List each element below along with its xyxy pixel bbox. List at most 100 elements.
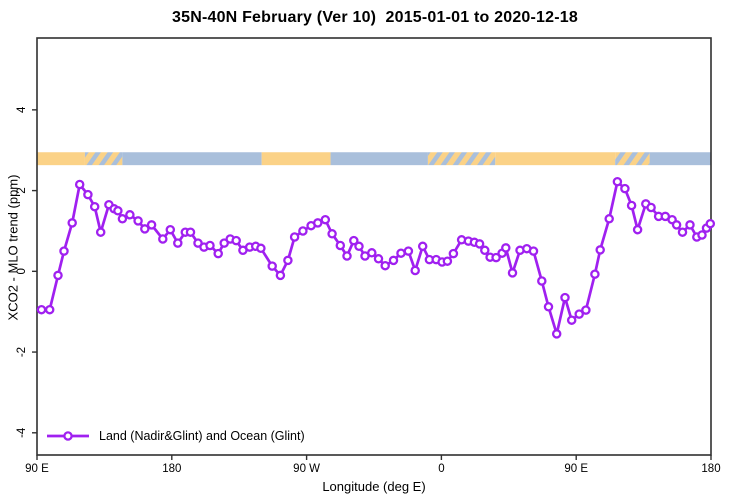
x-tick-label: 90 E	[564, 463, 588, 475]
data-point-marker	[448, 248, 459, 259]
data-point-marker	[626, 200, 637, 211]
data-point-marker	[581, 305, 591, 315]
data-point-marker	[560, 292, 570, 303]
data-point-marker	[53, 270, 63, 281]
data-point-marker	[231, 235, 241, 246]
data-point-marker	[185, 227, 196, 237]
data-point-marker	[491, 252, 501, 263]
x-tick-label: 90 E	[25, 463, 49, 475]
data-point-marker	[267, 261, 277, 271]
y-tick-label: 2	[16, 187, 28, 193]
data-point-marker	[528, 246, 539, 256]
data-point-marker	[705, 218, 716, 229]
data-point-marker	[44, 304, 55, 315]
data-point-marker	[574, 309, 584, 319]
data-point-marker	[417, 241, 428, 252]
data-point-marker	[697, 230, 707, 240]
data-point-marker	[320, 214, 331, 225]
data-point-marker	[410, 265, 420, 276]
data-point-marker	[289, 232, 300, 242]
data-point-marker	[125, 210, 135, 220]
data-point-marker	[474, 239, 485, 249]
y-tick-label: 0	[16, 268, 28, 274]
y-tick-label: -2	[16, 347, 28, 357]
land-ocean-band-segment	[495, 152, 616, 166]
x-axis-label: Longitude (deg E)	[322, 479, 426, 494]
data-point-marker	[551, 329, 562, 339]
data-point-marker	[335, 240, 346, 251]
data-point-marker	[158, 234, 168, 244]
data-point-marker	[543, 302, 554, 312]
data-point-marker	[632, 224, 643, 235]
data-point-marker	[367, 248, 377, 258]
data-point-marker	[373, 254, 384, 264]
legend-label: Land (Nadir&Glint) and Ocean (Glint)	[99, 429, 305, 443]
data-point-marker	[396, 248, 406, 258]
data-point-marker	[36, 304, 47, 315]
data-point-marker	[298, 226, 308, 236]
data-point-marker	[349, 235, 359, 246]
y-tick-label: -4	[16, 427, 28, 438]
data-point-marker	[354, 241, 364, 252]
data-point-marker	[83, 189, 93, 200]
plot-frame	[36, 37, 712, 456]
data-point-marker	[95, 227, 106, 237]
data-point-marker	[507, 268, 518, 278]
land-ocean-band-segment	[261, 152, 331, 166]
data-point-marker	[113, 206, 123, 216]
data-point-marker	[590, 269, 600, 279]
data-point-marker	[89, 201, 100, 212]
y-tick-label: 4	[16, 106, 28, 113]
data-point-marker	[595, 245, 605, 255]
land-ocean-band-segment	[84, 152, 123, 166]
data-point-marker	[256, 243, 266, 254]
data-point-marker	[59, 246, 69, 256]
x-tick-label: 0	[438, 463, 444, 475]
data-point-marker	[205, 240, 215, 251]
data-point-marker	[133, 216, 143, 226]
legend-marker-icon	[47, 431, 89, 441]
data-point-marker	[685, 220, 695, 230]
data-point-marker	[313, 218, 323, 228]
data-point-marker	[74, 179, 85, 190]
land-ocean-band-segment	[427, 152, 496, 166]
x-tick-label: 180	[162, 463, 181, 475]
data-point-marker	[219, 238, 229, 248]
data-point-marker	[480, 245, 490, 256]
chart-title: 35N-40N February (Ver 10) 2015-01-01 to …	[172, 9, 578, 26]
data-point-marker	[646, 202, 656, 213]
x-tick-label: 180	[701, 463, 720, 475]
data-point-marker	[620, 183, 630, 194]
land-ocean-band-segment	[37, 152, 85, 166]
data-point-marker	[677, 227, 688, 237]
data-point-marker	[165, 224, 176, 235]
data-point-marker	[612, 176, 623, 187]
data-point-marker	[275, 270, 286, 281]
data-point-marker	[173, 238, 183, 248]
land-ocean-band-segment	[122, 152, 262, 166]
data-point-marker	[388, 255, 399, 266]
data-point-marker	[117, 214, 128, 224]
data-point-marker	[140, 224, 150, 234]
data-point-marker	[442, 256, 453, 266]
data-point-marker	[380, 260, 390, 271]
data-point-marker	[501, 243, 511, 253]
y-axis-label: XCO2 - MLO trend (ppm)	[5, 174, 21, 321]
x-tick-label: 90 W	[293, 463, 320, 475]
data-point-marker	[537, 276, 547, 286]
land-ocean-band-segment	[330, 152, 428, 166]
data-point-marker	[146, 220, 157, 230]
land-ocean-band-segment	[649, 152, 711, 166]
legend: Land (Nadir&Glint) and Ocean (Glint)	[46, 429, 305, 443]
data-point-marker	[671, 220, 682, 230]
data-point-marker	[283, 255, 293, 266]
data-point-marker	[213, 248, 223, 259]
data-point-marker	[566, 315, 577, 325]
data-point-marker	[327, 229, 337, 239]
land-ocean-band-segment	[615, 152, 650, 166]
data-point-marker	[67, 218, 77, 228]
data-point-marker	[604, 214, 614, 224]
data-point-marker	[342, 251, 352, 261]
